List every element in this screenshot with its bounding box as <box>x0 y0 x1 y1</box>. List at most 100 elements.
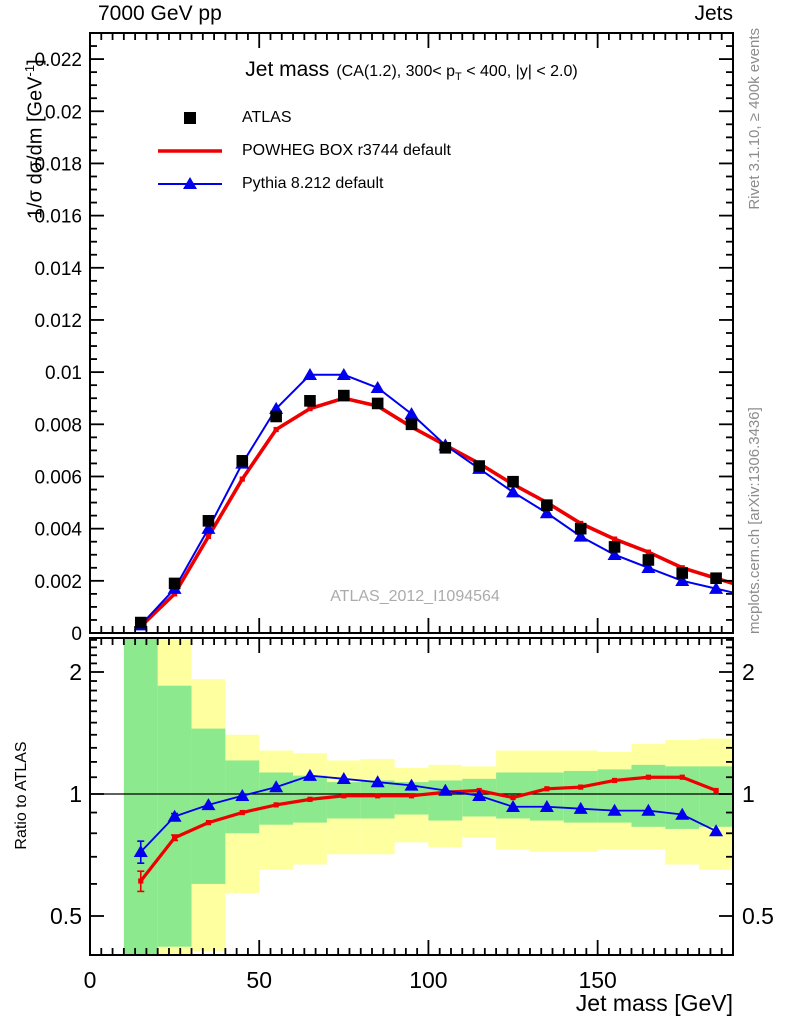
legend-swatch-triangle <box>183 176 197 189</box>
powheg-ratio-marker <box>375 793 381 799</box>
ratio-panel-series <box>133 768 724 893</box>
atlas-marker <box>270 410 282 423</box>
main-y-tick-label: 0.004 <box>34 520 82 541</box>
atlas-marker <box>541 499 553 511</box>
pythia-ratio-marker <box>709 824 724 837</box>
atlas-marker <box>236 455 249 467</box>
powheg-marker <box>611 536 618 542</box>
atlas-marker <box>134 616 147 629</box>
pythia-ratio-marker <box>641 803 656 816</box>
atlas-marker <box>168 577 181 590</box>
pythia-ratio-marker <box>370 775 385 788</box>
plot-title-detail: (CA(1.2), 300< pT < 400, |y| < 2.0) <box>336 63 577 84</box>
atlas-marker <box>642 554 655 566</box>
legend-swatch-square <box>184 111 196 124</box>
pythia-ratio-marker <box>269 780 284 793</box>
powheg-ratio-marker <box>544 786 550 792</box>
main-y-tick-label: 0.006 <box>34 467 82 488</box>
pythia-ratio-marker <box>235 788 250 801</box>
legend-label: POWHEG BOX r3744 default <box>242 141 451 159</box>
pythia-ratio-marker <box>404 778 419 791</box>
powheg-ratio-marker <box>138 878 144 884</box>
rivet-version-note: Rivet 3.1.10, ≥ 400k events <box>746 28 763 210</box>
pythia-ratio-marker <box>607 803 622 816</box>
x-tick-label: 150 <box>578 967 616 993</box>
powheg-ratio-marker <box>578 784 584 790</box>
main-y-tick-label: 0.002 <box>34 572 82 593</box>
ratio-y-tick-label: 1 <box>69 781 82 807</box>
pythia-ratio-marker <box>675 807 690 820</box>
powheg-ratio-marker <box>713 787 719 794</box>
pythia-marker <box>573 529 588 542</box>
atlas-marker <box>439 441 452 454</box>
blue-triangle-marker-icon <box>158 176 222 189</box>
main-y-axis-title-post: ] <box>24 59 47 65</box>
main-y-tick-label: 0.014 <box>34 259 82 280</box>
ratio-band-green <box>631 764 666 827</box>
powheg-ratio-marker <box>307 796 313 802</box>
main-y-tick-label: 0.012 <box>34 311 82 332</box>
pythia-marker <box>709 581 724 594</box>
pythia-ratio-marker <box>201 798 216 811</box>
legend-item-powheg: POWHEG BOX r3744 default <box>150 134 451 167</box>
pythia-ratio-marker <box>302 768 317 781</box>
analysis-id-watermark: ATLAS_2012_I1094564 <box>330 588 500 605</box>
ratio-band-green <box>699 766 733 827</box>
x-axis-title: Jet mass [GeV] <box>575 990 733 1016</box>
atlas-marker <box>371 397 384 410</box>
pythia-ratio-marker <box>539 799 554 812</box>
powheg-ratio-marker <box>679 774 685 780</box>
pythia-ratio-marker <box>506 799 521 812</box>
ratio-uncertainty-bands <box>123 638 733 955</box>
atlas-marker <box>473 460 485 472</box>
pythia-marker <box>336 367 351 380</box>
axis-tick-labels: 0 0.002 0.004 0.006 0.008 0.01 0.012 0.014 0.016… <box>34 50 774 993</box>
ratio-y-tick-label-right: 0.5 <box>742 903 774 929</box>
main-y-tick-label: 0 <box>71 624 82 645</box>
powheg-ratio-marker <box>341 793 347 799</box>
axis-ticks <box>89 32 734 955</box>
powheg-marker <box>172 591 178 597</box>
main-y-tick-label: 0.02 <box>45 102 82 123</box>
ratio-y-tick-label: 2 <box>69 659 82 685</box>
ratio-y-axis-title: Ratio to ATLAS <box>13 741 30 850</box>
atlas-marker <box>574 522 587 535</box>
powheg-marker <box>239 476 245 482</box>
atlas-marker <box>338 389 350 402</box>
red-line-marker-icon <box>158 148 222 153</box>
ratio-line-pythia <box>140 774 717 853</box>
powheg-marker <box>273 426 279 433</box>
atlas-marker <box>304 395 316 407</box>
x-tick-label: 0 <box>84 967 97 993</box>
legend: ATLAS POWHEG BOX r3744 default Pythia 8.… <box>150 101 451 200</box>
powheg-ratio-marker <box>205 820 212 826</box>
plot-title-main: Jet mass <box>245 58 330 81</box>
powheg-marker <box>645 549 651 555</box>
powheg-ratio-marker <box>239 809 245 816</box>
ratio-band-green <box>326 782 361 819</box>
powheg-marker <box>307 406 313 412</box>
powheg-ratio-marker <box>172 835 178 841</box>
black-square-marker-icon <box>184 111 196 124</box>
pythia-ratio-marker <box>167 809 182 822</box>
main-y-tick-label: 0.016 <box>34 207 82 228</box>
pythia-ratio-marker <box>133 845 148 858</box>
plot-title-detail-sub: T <box>455 71 462 84</box>
plot-title-detail-pre: (CA(1.2), 300< p <box>336 63 456 80</box>
mcplots-reference-note: mcplots.cern.ch [arXiv:1306.3436] <box>746 407 763 634</box>
powheg-ratio-marker <box>611 777 618 784</box>
legend-item-pythia: Pythia 8.212 default <box>150 167 451 200</box>
main-y-tick-label: 0.01 <box>45 363 82 384</box>
atlas-marker <box>608 541 621 553</box>
analysis-group-label: Jets <box>694 2 733 25</box>
main-panel-series <box>133 367 734 631</box>
pythia-marker <box>370 380 385 393</box>
pythia-marker <box>404 407 419 420</box>
ratio-panel-frame <box>89 637 734 956</box>
atlas-marker <box>676 567 689 579</box>
powheg-ratio-marker <box>273 802 279 808</box>
legend-item-atlas: ATLAS <box>150 101 451 134</box>
pythia-marker <box>607 547 622 560</box>
ratio-line-powheg <box>139 775 717 882</box>
